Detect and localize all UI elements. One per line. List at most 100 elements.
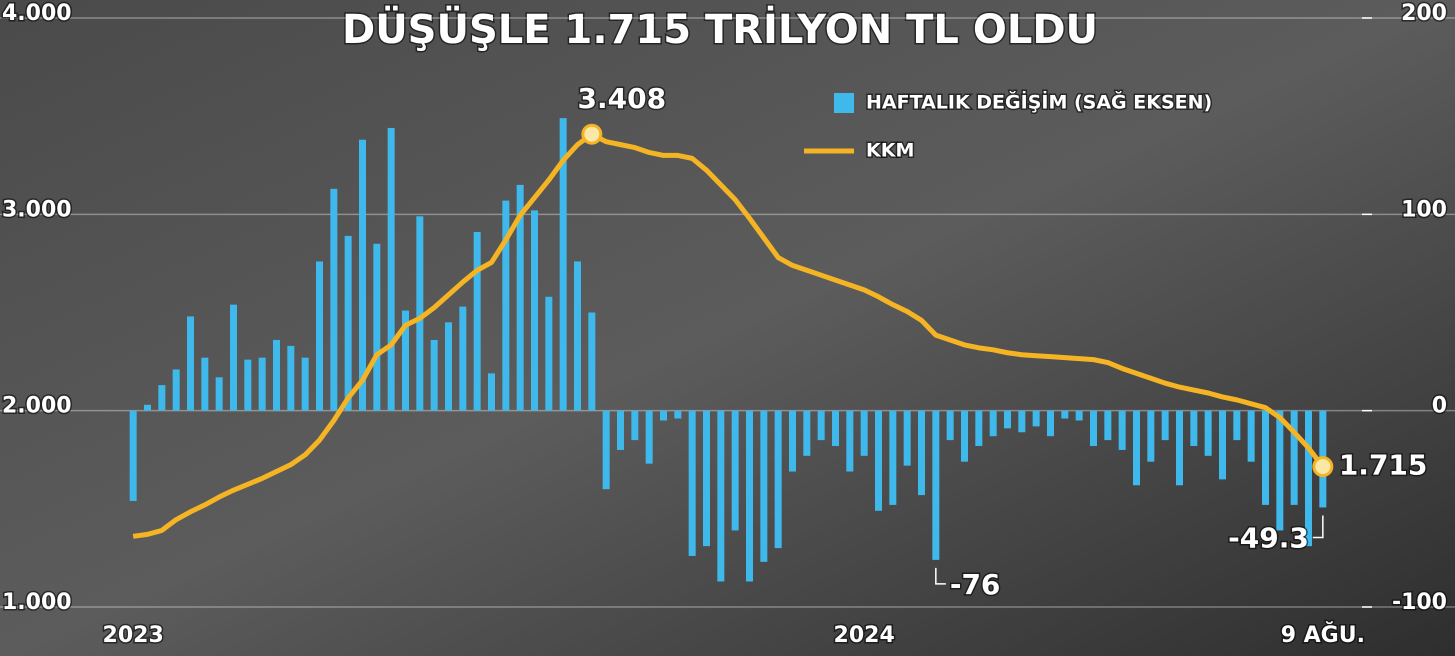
bar [688, 410, 696, 556]
bar [1262, 410, 1269, 505]
bar [1104, 410, 1112, 441]
legend-label: HAFTALIK DEĞİŞİM (SAĞ EKSEN) [866, 90, 1212, 114]
bar [1090, 410, 1097, 447]
bar [187, 316, 194, 411]
bar [789, 410, 796, 472]
bar [502, 200, 510, 411]
x-tick-label: 9 AĞU. [1281, 622, 1365, 648]
bar [617, 410, 624, 450]
bar [946, 410, 954, 441]
bar [387, 127, 395, 411]
y-tick-label: 3.000 [2, 197, 72, 222]
y-tick-label: 4.000 [2, 1, 72, 26]
bar [330, 188, 338, 411]
y-tick-label: 1.000 [2, 590, 72, 615]
x-tick-label: 2023 [103, 623, 164, 648]
bar [588, 312, 596, 411]
bar [746, 410, 753, 582]
bar [459, 306, 467, 411]
chart-title: DÜŞÜŞLE 1.715 TRİLYON TL OLDU [342, 5, 1098, 53]
point-marker [581, 123, 603, 145]
bar [1161, 410, 1169, 441]
bar [846, 410, 854, 472]
bar [918, 410, 925, 496]
bar [287, 345, 295, 411]
bar [975, 410, 983, 447]
bar [144, 404, 151, 411]
bar [674, 410, 682, 419]
legend-label: KKM [866, 140, 914, 162]
y2-tick-label: 0 [1432, 394, 1447, 419]
bar [903, 410, 911, 466]
bar [774, 410, 782, 549]
bar [158, 385, 166, 411]
bar-value-label: -76 [950, 568, 1001, 601]
label-leader [935, 567, 946, 585]
bar [516, 184, 524, 411]
bar [359, 139, 366, 411]
bar [1233, 410, 1241, 441]
bar [1018, 410, 1026, 433]
bar [760, 410, 768, 562]
bar [1004, 410, 1011, 429]
bar [1190, 410, 1198, 447]
y2-tick-label: 200 [1401, 1, 1447, 26]
bar [1176, 410, 1183, 486]
bar [961, 410, 968, 462]
bar [244, 359, 252, 411]
bar [373, 243, 381, 411]
bar [1305, 410, 1312, 547]
bar [731, 410, 739, 531]
bar [1118, 410, 1126, 450]
legend-swatch [834, 93, 854, 113]
bar [230, 304, 237, 411]
bar [932, 410, 940, 560]
bar [631, 410, 639, 441]
bar [602, 410, 610, 490]
bar [1032, 410, 1040, 427]
bar [1204, 410, 1212, 456]
bar [574, 261, 581, 411]
bar [258, 357, 266, 411]
bar [860, 410, 868, 456]
bar [803, 410, 811, 456]
bar [1061, 410, 1069, 419]
bar [129, 410, 137, 501]
bar [1219, 410, 1226, 480]
bar [559, 118, 567, 411]
bar [703, 410, 710, 547]
bar [875, 410, 882, 511]
bar [1247, 410, 1255, 462]
bar [201, 357, 209, 411]
line [132, 131, 1325, 539]
bar [817, 410, 825, 441]
x-tick-label: 2024 [834, 623, 895, 648]
y2-tick-label: -100 [1392, 590, 1447, 615]
y2-tick-label: 100 [1401, 197, 1447, 222]
bar [473, 232, 481, 411]
bar [1147, 410, 1155, 462]
y-tick-label: 2.000 [2, 394, 72, 419]
bar-value-label: -49.3 [1228, 521, 1309, 554]
bar [889, 410, 897, 505]
line-value-label: 3.408 [578, 82, 667, 115]
bar [717, 410, 725, 582]
bar [172, 369, 180, 411]
bar [645, 410, 653, 464]
label-leader [1312, 515, 1324, 539]
bar [430, 339, 438, 411]
bar [832, 410, 839, 447]
bar [531, 210, 538, 411]
bar [545, 296, 553, 411]
bar [344, 235, 352, 411]
bar [1047, 410, 1054, 437]
bar [215, 377, 223, 411]
line-value-label: 1.715 [1339, 449, 1428, 482]
point-marker [1312, 456, 1334, 478]
bar [301, 357, 309, 411]
bar [416, 216, 424, 411]
bar [316, 261, 323, 411]
bar [273, 339, 280, 411]
